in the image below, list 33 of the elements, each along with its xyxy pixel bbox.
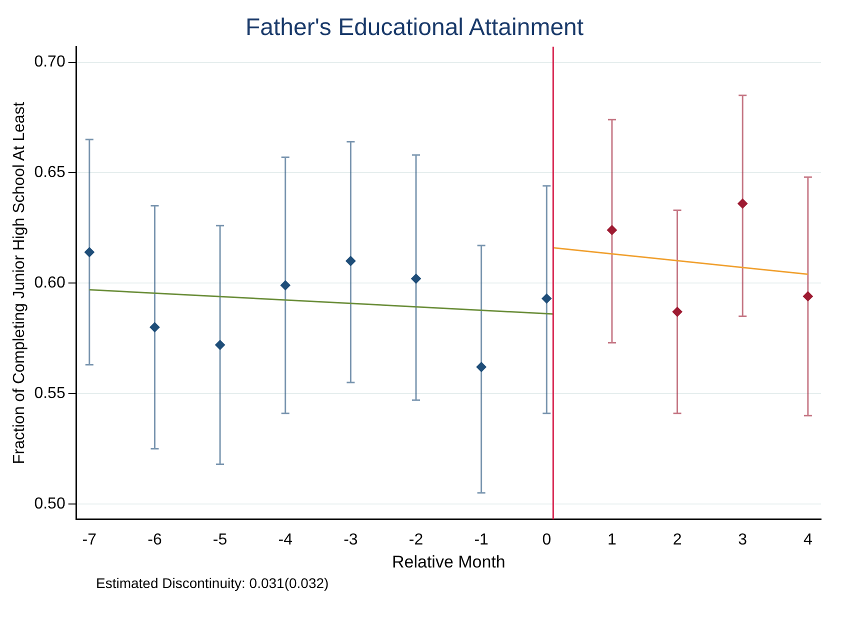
- x-tick-label: 2: [672, 531, 682, 548]
- point: [606, 225, 617, 236]
- y-tick-label: 0.60: [34, 274, 66, 292]
- y-tick-label: 0.70: [34, 54, 66, 71]
- point: [346, 256, 356, 266]
- text: Estimated Discontinuity: 0.031(0.032): [96, 575, 330, 591]
- point: [476, 362, 486, 372]
- point: [280, 280, 290, 290]
- point: [738, 198, 748, 209]
- x-tick-label: -1: [474, 531, 489, 548]
- x-tick-label: 1: [608, 531, 617, 548]
- point: [215, 340, 226, 350]
- x-tick-label: 0: [542, 531, 552, 548]
- y-axis-title: Fraction of Completing Junior High School At Least: [11, 102, 28, 464]
- point: [802, 291, 813, 302]
- x-axis-title: Relative Month: [392, 552, 506, 572]
- chart-title: Father's Educational Attainment: [245, 14, 584, 42]
- point: [411, 274, 422, 284]
- point: [542, 294, 552, 304]
- y-tick-label: 0.65: [34, 164, 66, 182]
- x-tick-label: -2: [408, 531, 424, 548]
- y-tick-label: 0.55: [34, 384, 66, 402]
- point: [84, 247, 94, 258]
- y-tick-label: 0.50: [34, 495, 66, 512]
- x-tick-label: 4: [803, 531, 812, 548]
- x-tick-label: -4: [278, 531, 293, 548]
- x-tick-label: -6: [148, 531, 162, 548]
- x-tick-label: -7: [82, 531, 97, 548]
- x-tick-label: -5: [212, 531, 228, 548]
- point: [672, 306, 682, 317]
- x-tick-label: -3: [344, 531, 358, 548]
- x-tick-label: 3: [738, 531, 748, 548]
- point: [150, 322, 160, 332]
